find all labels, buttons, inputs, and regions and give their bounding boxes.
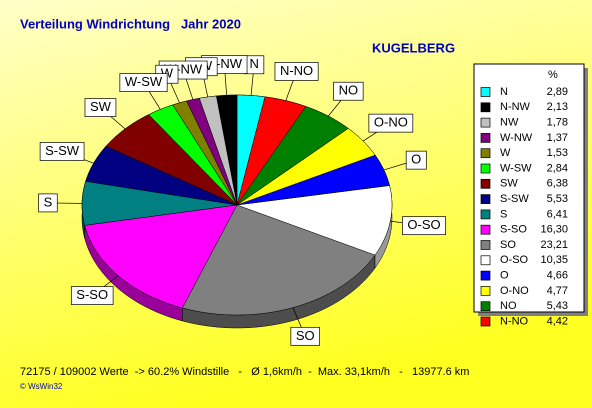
legend-swatch	[480, 117, 491, 128]
legend-value: 4,42	[547, 315, 568, 327]
callout-box	[38, 193, 58, 213]
legend-label: O-SO	[500, 254, 529, 266]
legend-box	[473, 63, 585, 313]
legend-value: 4,66	[547, 270, 568, 282]
legend-label: N-NW	[500, 101, 531, 113]
legend-swatch	[480, 209, 491, 220]
callout-label: W-SW	[125, 74, 163, 89]
callout-label: SO	[296, 328, 315, 343]
legend-swatch	[480, 133, 491, 143]
callout-label: SW	[90, 99, 112, 114]
legend-value: 16,30	[540, 224, 568, 236]
legend-label: SO	[500, 239, 516, 251]
legend-swatch	[480, 87, 491, 97]
legend-label: O	[500, 270, 509, 282]
legend-swatch	[480, 194, 491, 204]
legend-swatch	[480, 148, 491, 159]
callout-box	[70, 286, 114, 305]
slice	[236, 185, 393, 256]
legend-value: 2,84	[547, 162, 568, 174]
callout-box	[402, 216, 447, 236]
legend-label: W	[500, 147, 511, 159]
legend-swatch	[480, 270, 491, 281]
copyright: © WsWin32	[20, 382, 63, 391]
callout-box	[333, 81, 364, 101]
callout-label: O-NO	[374, 115, 408, 130]
legend-swatch	[480, 240, 491, 250]
legend-swatch	[480, 224, 491, 235]
legend-label: NW	[500, 117, 519, 129]
legend-swatch	[480, 255, 491, 266]
legend-swatch	[480, 163, 491, 174]
callout-box	[84, 98, 117, 117]
legend-value: 1,78	[547, 117, 568, 129]
legend-value: 5,53	[547, 193, 568, 205]
legend-value: 23,21	[540, 239, 568, 251]
callout-label: O-SO	[407, 217, 440, 232]
legend-label: S-SO	[500, 224, 527, 236]
callout-label: S-SO	[76, 287, 108, 302]
legend-label: W-NW	[500, 132, 533, 144]
callout-box	[39, 142, 85, 161]
slice	[105, 114, 238, 206]
legend-swatch	[480, 286, 491, 296]
callout-label: O	[411, 152, 421, 167]
callout-box	[290, 326, 320, 346]
legend-value: 1,37	[547, 132, 568, 144]
legend-title: %	[548, 69, 558, 81]
legend-label: NO	[500, 300, 517, 312]
callout-label: NO	[339, 83, 359, 98]
legend-label: S	[500, 208, 507, 220]
callout-label: N	[249, 56, 258, 71]
callout-label: S	[44, 194, 53, 209]
chart-subtitle: KUGELBERG	[372, 40, 455, 55]
callout-box	[274, 62, 319, 81]
slice	[84, 204, 238, 309]
legend-label: N	[500, 86, 508, 98]
callout-label: N-NO	[280, 63, 313, 78]
chart-title: Verteilung Windrichtung Jahr 2020	[20, 16, 241, 31]
legend-swatch	[480, 316, 491, 327]
callout-box	[405, 150, 427, 170]
legend-label: SW	[500, 178, 518, 190]
legend-value: 4,77	[547, 285, 568, 297]
legend-value: 6,38	[547, 178, 568, 190]
legend-swatch	[480, 102, 491, 113]
legend-label: S-SW	[500, 193, 529, 205]
slice	[81, 181, 238, 226]
footer: 72175 / 109002 Werte -> 60.2% Windstille…	[20, 366, 469, 378]
legend-value: 2,89	[547, 86, 568, 98]
legend-label: W-SW	[500, 162, 532, 174]
callout-label: S-SW	[45, 143, 80, 158]
legend-value: 10,35	[540, 254, 568, 266]
legend-label: O-NO	[500, 285, 529, 297]
legend-value: 2,13	[547, 101, 568, 113]
legend-swatch	[480, 178, 491, 189]
legend-swatch	[480, 301, 491, 312]
callout-box	[368, 113, 414, 133]
legend-value: 1,53	[547, 147, 568, 159]
legend-label: N-NO	[500, 315, 529, 327]
callout-box	[119, 73, 168, 92]
legend-value: 6,41	[547, 208, 568, 220]
legend-value: 5,43	[547, 300, 568, 312]
slice	[182, 204, 376, 316]
